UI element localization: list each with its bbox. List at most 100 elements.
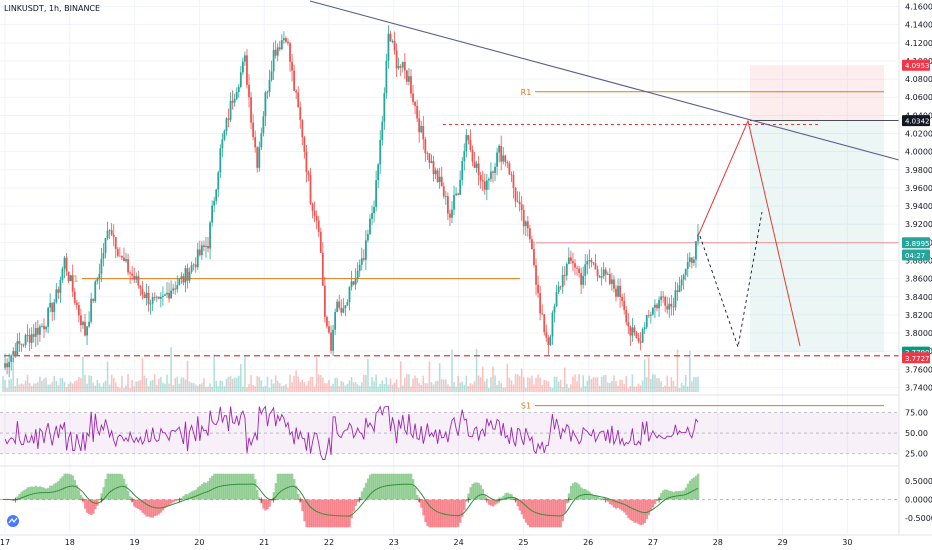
osc-bar [83, 499, 87, 509]
volume-bar [176, 376, 179, 392]
rsi-line [4, 405, 699, 460]
osc-bar [580, 487, 583, 500]
candle-body [664, 296, 667, 306]
candle-body [225, 118, 228, 131]
volume-bar [223, 386, 226, 392]
volume-bar [387, 384, 390, 392]
volume-bar [664, 385, 666, 392]
candle-body [47, 307, 50, 327]
osc-bar [364, 482, 368, 500]
candle-body [610, 279, 613, 284]
volume-bar [262, 386, 265, 392]
candle-body [416, 105, 419, 119]
osc-bar [209, 478, 212, 500]
candle-body [422, 126, 425, 140]
osc-bar [227, 473, 230, 500]
volume-bar [524, 387, 527, 392]
volume-bar [428, 361, 431, 392]
volume-bar [84, 374, 86, 392]
time-tick-label: 28 [713, 538, 723, 547]
candle-body [215, 189, 218, 201]
price-tick-label: 4.1400 [905, 21, 932, 30]
candle-body [20, 343, 23, 345]
osc-bar [184, 494, 187, 500]
candle-body [131, 273, 134, 276]
candle-body [403, 62, 406, 71]
candle-body [326, 316, 328, 327]
volume-bar [670, 377, 673, 392]
osc-bar [426, 499, 429, 527]
osc-bar [295, 485, 298, 500]
osc-bar [518, 499, 521, 511]
candle-body [80, 315, 82, 326]
candle-body [399, 66, 402, 68]
candle-body [198, 249, 201, 256]
candle-body [660, 296, 662, 300]
osc-bar [412, 479, 415, 500]
candle-body [498, 145, 501, 153]
candle-body [278, 47, 281, 50]
candle-body [28, 335, 31, 343]
volume-bar [190, 382, 193, 392]
volume-bar [582, 375, 584, 392]
osc-bar [469, 487, 472, 500]
osc-cross-marker: + [258, 496, 265, 505]
price-tag [902, 237, 930, 249]
volume-bar [14, 385, 17, 392]
volume-bar [412, 378, 414, 392]
osc-bar [612, 499, 616, 508]
volume-bar [32, 383, 35, 392]
volume-bar [471, 384, 474, 392]
osc-bar [129, 496, 132, 500]
candle-body [629, 326, 632, 336]
candle-body [190, 265, 193, 272]
volume-bar [506, 363, 509, 392]
osc-bar [653, 499, 657, 504]
volume-bar [498, 380, 500, 392]
osc-bar [459, 499, 462, 523]
candle-body [92, 298, 95, 302]
osc-bar [108, 473, 111, 500]
volume-bar [570, 384, 572, 392]
candle-body [551, 312, 554, 337]
osc-bar [598, 498, 601, 500]
osc-bar [453, 499, 456, 528]
candle-body [682, 275, 685, 280]
candle-body [116, 249, 119, 256]
volume-bar [383, 384, 386, 392]
volume-bar [676, 349, 679, 392]
osc-bar [65, 473, 68, 500]
volume-bar [559, 379, 562, 392]
chart-title: LINKUSDT, 1h, BINANCE [4, 4, 100, 13]
volume-bar [371, 376, 373, 392]
candle-body [174, 288, 177, 290]
volume-bar [207, 386, 209, 392]
volume-bar [287, 387, 289, 392]
candle-body [313, 210, 316, 216]
osc-bar [186, 494, 189, 500]
candle-body [453, 195, 455, 210]
volume-bar [289, 374, 291, 392]
osc-bar [557, 499, 560, 528]
volume-bar [305, 385, 308, 392]
osc-bar [40, 487, 44, 500]
volume-bar [658, 378, 660, 392]
volume-bar [112, 377, 115, 392]
candle-body [110, 230, 113, 235]
osc-bar [530, 499, 534, 528]
volume-bar [488, 387, 490, 392]
candle-body [563, 274, 566, 276]
volume-bar [408, 374, 410, 392]
volume-bar [422, 375, 425, 392]
osc-bar [165, 499, 169, 507]
volume-bar [143, 375, 146, 392]
osc-bar [496, 499, 499, 504]
osc-bar [368, 474, 372, 500]
candle-body [200, 245, 203, 256]
candle-body [172, 288, 175, 291]
candle-body [387, 33, 390, 61]
candle-body [98, 273, 101, 280]
volume-bar [580, 387, 582, 392]
candle-body [348, 286, 351, 302]
volume-bar [346, 383, 349, 392]
